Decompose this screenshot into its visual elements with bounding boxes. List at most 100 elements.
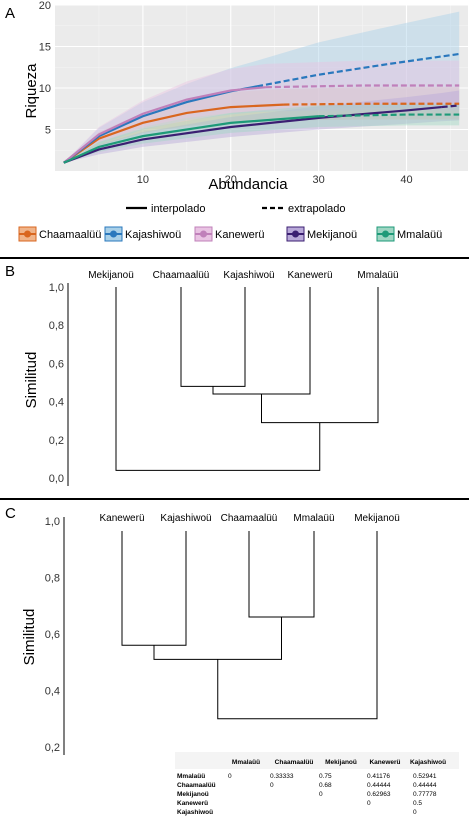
matrix-col-header: Kanewerü xyxy=(369,759,400,766)
dendro-merge-1 xyxy=(212,287,311,395)
legend-dot-kaneweru xyxy=(200,230,207,238)
dendro-merge-3 xyxy=(115,287,321,471)
similarity-matrix: Mmalaüü Chaamaalüü Mekijanoü Kanewerü Kajash… xyxy=(175,752,459,816)
rarefaction-chart: 5 10 15 20 10 20 30 40 xyxy=(39,0,468,186)
line-interp-mekijanou xyxy=(63,105,442,164)
dendro-merge-2 xyxy=(153,617,282,660)
legend-dot-mmalauu xyxy=(382,230,389,238)
matrix-cell: 0 xyxy=(319,791,323,798)
band-mekijanou xyxy=(63,90,460,163)
leaf-label-mmalauu: Mmalaüü xyxy=(293,513,334,524)
line-extrap-mmalauu xyxy=(318,113,460,118)
x-tick-label: 10 xyxy=(137,174,149,186)
dendro-merge-0 xyxy=(180,287,246,387)
dendro-tick-label: 0,2 xyxy=(45,742,60,754)
line-interp-kaneweru xyxy=(63,86,266,164)
dendro-tick-label: 0,8 xyxy=(49,320,64,332)
series-legend: Chaamaalüü Kajashiwoü Kanewerü Mekijanoü Mma… xyxy=(18,226,442,242)
leaf-label-mmalauu: Mmalaüü xyxy=(357,270,398,281)
leaf-label-kaneweru: Kanewerü xyxy=(287,270,332,281)
matrix-cell: 0.33333 xyxy=(270,773,294,780)
matrix-cell: 0.77778 xyxy=(413,791,437,798)
legend-dot-mekijanou xyxy=(292,230,299,238)
matrix-col-header: Mekijanoü xyxy=(325,759,357,766)
dendro-tick-label: 0,4 xyxy=(45,686,60,698)
dendro-tick-label: 0,4 xyxy=(49,397,64,409)
line-type-legend: interpolado extrapolado xyxy=(126,203,346,215)
matrix-cell: 0.52941 xyxy=(413,773,437,780)
matrix-row-header: Mmalaüü xyxy=(177,773,205,780)
matrix-row-header: Mekijanoü xyxy=(177,791,209,798)
dendrogram-b-y-label: Similitud xyxy=(23,352,40,409)
panel-a-label: A xyxy=(5,5,15,22)
matrix-cell: 0.44444 xyxy=(367,782,391,789)
dendrogram-b: 0,0 0,2 0,4 0,6 0,8 1,0 Mekijanoü Chaamaalüü Kaj… xyxy=(49,270,399,486)
leaf-label-mekijanou: Mekijanoü xyxy=(88,270,134,281)
legend-dot-chaamaaluu xyxy=(24,230,31,238)
dendro-merge-2 xyxy=(261,287,379,424)
dendrogram-c: 0,2 0,4 0,6 0,8 1,0 Kanewerü Kajashiwoü Chaamaa… xyxy=(45,513,400,755)
matrix-cell: 0.68 xyxy=(319,782,332,789)
matrix-cell: 0 xyxy=(270,782,274,789)
matrix-cell: 0 xyxy=(367,800,371,807)
dendro-tick-label: 0,0 xyxy=(49,473,64,485)
leaf-label-chaamaaluu: Chaamaalüü xyxy=(153,270,210,281)
y-axis-label: Riqueza xyxy=(23,63,40,119)
matrix-cell: 0.5 xyxy=(413,800,422,807)
leaf-label-kajashiwou: Kajashiwoü xyxy=(160,513,211,524)
dendro-tick-label: 0,2 xyxy=(49,435,64,447)
matrix-row-header: Kanewerü xyxy=(177,800,208,807)
matrix-row-header: Chaamaalüü xyxy=(177,782,216,789)
x-tick-label: 40 xyxy=(400,174,412,186)
dendro-tick-label: 1,0 xyxy=(49,282,64,294)
x-axis-label: Abundancia xyxy=(208,176,288,193)
leaf-label-kajashiwou: Kajashiwoü xyxy=(223,270,274,281)
line-interp-chaamaaluu xyxy=(63,103,284,164)
x-tick-label: 20 xyxy=(225,174,237,186)
matrix-cell: 0.75 xyxy=(319,773,332,780)
leaf-label-kaneweru: Kanewerü xyxy=(99,513,144,524)
y-tick-label: 5 xyxy=(45,125,51,137)
matrix-cell: 0.44444 xyxy=(413,782,437,789)
dendro-merge-1 xyxy=(248,531,315,618)
legend-label-mmalauu: Mmalaüü xyxy=(397,229,442,241)
dendro-merge-0 xyxy=(121,531,187,646)
line-extrap-kaneweru xyxy=(265,84,460,89)
matrix-row-header: Kajashiwoü xyxy=(177,809,213,816)
legend-label-kajashiwou: Kajashiwoü xyxy=(125,229,181,241)
matrix-col-header: Mmalaüü xyxy=(232,759,260,766)
y-tick-label: 10 xyxy=(39,83,51,95)
matrix-col-header: Chaamaalüü xyxy=(275,759,314,766)
panel-b-label: B xyxy=(5,263,15,280)
matrix-cell: 0 xyxy=(413,809,417,816)
legend-label-mekijanou: Mekijanoü xyxy=(307,229,357,241)
legend-interpolado: interpolado xyxy=(151,203,205,215)
band-mmalauu xyxy=(63,103,460,163)
line-extrap-kajashiwou xyxy=(256,52,460,88)
y-tick-label: 15 xyxy=(39,42,51,54)
matrix-header-bg xyxy=(175,752,459,769)
matrix-cell: 0.41176 xyxy=(367,773,390,780)
y-tick-label: 20 xyxy=(39,0,51,12)
legend-label-chaamaaluu: Chaamaalüü xyxy=(39,229,101,241)
x-tick-label: 30 xyxy=(312,174,324,186)
legend-extrapolado: extrapolado xyxy=(288,203,346,215)
dendro-merge-3 xyxy=(217,531,378,720)
matrix-cell: 0 xyxy=(228,773,232,780)
legend-dot-kajashiwou xyxy=(110,230,117,238)
dendro-tick-label: 0,8 xyxy=(45,573,60,585)
legend-label-kaneweru: Kanewerü xyxy=(215,229,265,241)
dendrogram-c-y-label: Similitud xyxy=(21,609,38,666)
dendro-tick-label: 1,0 xyxy=(45,516,60,528)
dendro-tick-label: 0,6 xyxy=(49,358,64,370)
matrix-col-header: Kajashiwoü xyxy=(410,759,446,766)
matrix-cell: 0.62963 xyxy=(367,791,391,798)
leaf-label-mekijanou: Mekijanoü xyxy=(354,513,400,524)
leaf-label-chaamaaluu: Chaamaalüü xyxy=(221,513,278,524)
dendro-tick-label: 0,6 xyxy=(45,629,60,641)
line-extrap-mekijanou xyxy=(441,104,460,109)
line-interp-mmalauu xyxy=(63,115,319,164)
band-chaamaaluu xyxy=(63,87,460,163)
panel-c-label: C xyxy=(5,505,16,522)
